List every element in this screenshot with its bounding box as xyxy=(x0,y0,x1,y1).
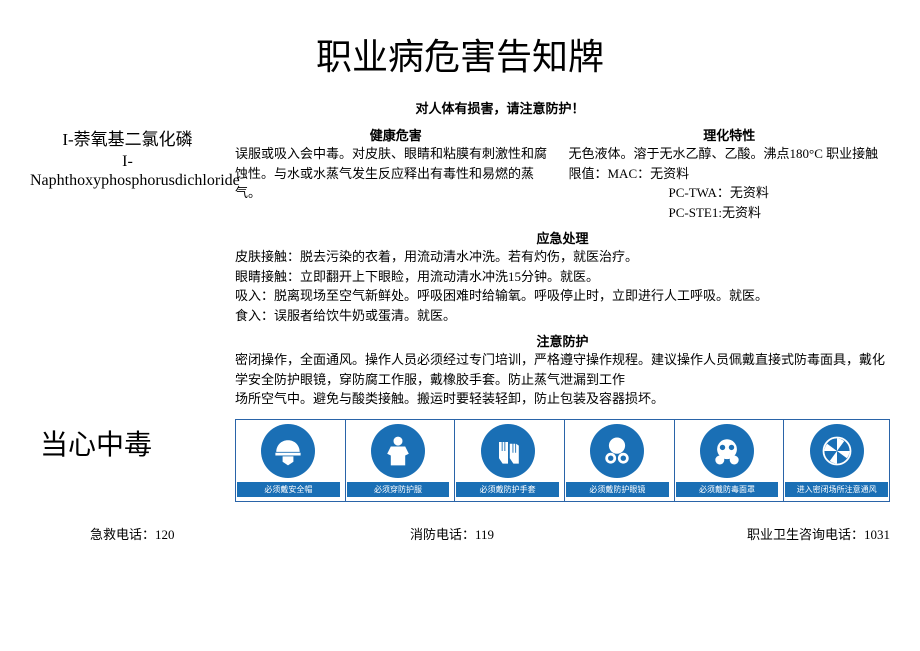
protection-heading: 注意防护 xyxy=(235,331,890,350)
icon-label-suit: 必须穿防护服 xyxy=(347,484,450,495)
protection-body: 密闭操作，全面通风。操作人员必须经过专门培训，严格遵守操作规程。建议操作人员佩戴… xyxy=(235,350,890,389)
icon-label-goggles: 必须戴防护眼镜 xyxy=(566,484,669,495)
icon-cell-mask: 必须戴防毒面罩 xyxy=(674,420,780,501)
emergency-line4: 食入：误服者给饮牛奶或蛋清。就医。 xyxy=(235,306,890,326)
footer-emergency: 急救电话：120 xyxy=(30,524,410,543)
emergency-line1: 皮肤接触：脱去污染的衣着，用流动清水冲洗。若有灼伤，就医治疗。 xyxy=(235,247,890,267)
phys-line3: PC-STE1:无资料 xyxy=(569,203,891,223)
icon-cell-helmet: 必须戴安全帽 xyxy=(236,420,341,501)
health-column: 健康危害 误服或吸入会中毒。对皮肤、眼睛和粘膜有刺激性和腐蚀性。与水或水蒸气发生… xyxy=(235,125,557,222)
icon-cell-gloves: 必须戴防护手套 xyxy=(454,420,560,501)
protection-body2: 场所空气中。避免与酸类接触。搬运时要轻装轻卸，防止包装及容器损坏。 xyxy=(235,389,890,409)
chemical-name-en: I-Naphthoxyphosphorusdichloride xyxy=(30,152,225,190)
emergency-line3: 吸入：脱离现场至空气新鲜处。呼吸困难时给输氧。呼吸停止时，立即进行人工呼吸。就医… xyxy=(235,286,890,306)
emergency-line2: 眼睛接触：立即翻开上下眼睑，用流动清水冲洗15分钟。就医。 xyxy=(235,267,890,287)
left-panel: I-萘氧基二氯化磷 I-Naphthoxyphosphorusdichlorid… xyxy=(30,125,225,389)
goggles-icon xyxy=(590,424,644,478)
footer-occ: 职业卫生咨询电话：1031 xyxy=(670,524,890,543)
footer-fire: 消防电话：119 xyxy=(410,524,670,543)
warning-line: 对人体有损害，请注意防护！ xyxy=(110,98,890,117)
icon-label-mask: 必须戴防毒面罩 xyxy=(676,484,779,495)
mask-icon xyxy=(700,424,754,478)
icon-label-helmet: 必须戴安全帽 xyxy=(237,484,340,495)
ventilation-icon xyxy=(810,424,864,478)
safety-icons-row: 必须戴安全帽 必须穿防护服 必须戴防护手套 必须戴防护眼镜 xyxy=(235,419,890,502)
emergency-heading: 应急处理 xyxy=(235,228,890,247)
phys-line2: PC-TWA：无资料 xyxy=(569,183,891,203)
icon-label-gloves: 必须戴防护手套 xyxy=(456,484,559,495)
page-title: 职业病危害告知牌 xyxy=(30,28,890,80)
icon-cell-suit: 必须穿防护服 xyxy=(345,420,451,501)
health-body: 误服或吸入会中毒。对皮肤、眼睛和粘膜有刺激性和腐蚀性。与水或水蒸气发生反应释出有… xyxy=(235,144,557,203)
phys-heading: 理化特性 xyxy=(569,125,891,144)
warn-panel: 当心中毒 xyxy=(30,413,225,502)
main-layout: I-萘氧基二氯化磷 I-Naphthoxyphosphorusdichlorid… xyxy=(30,125,890,389)
top-columns: 健康危害 误服或吸入会中毒。对皮肤、眼睛和粘膜有刺激性和腐蚀性。与水或水蒸气发生… xyxy=(235,125,890,222)
icon-label-vent: 进入密闭场所注意通风 xyxy=(785,484,888,495)
phys-column: 理化特性 无色液体。溶于无水乙醇、乙酸。沸点180°C 职业接触限值：MAC：无… xyxy=(569,125,891,222)
health-heading: 健康危害 xyxy=(235,125,557,144)
icon-cell-goggles: 必须戴防护眼镜 xyxy=(564,420,670,501)
footer-row: 急救电话：120 消防电话：119 职业卫生咨询电话：1031 xyxy=(30,524,890,543)
bottom-layout: 当心中毒 必须戴安全帽 必须穿防护服 必须戴防护手套 xyxy=(30,413,890,502)
icons-panel: 必须戴安全帽 必须穿防护服 必须戴防护手套 必须戴防护眼镜 xyxy=(235,413,890,502)
gloves-icon xyxy=(481,424,535,478)
warn-big-text: 当心中毒 xyxy=(40,423,225,463)
helmet-icon xyxy=(261,424,315,478)
right-panel: 健康危害 误服或吸入会中毒。对皮肤、眼睛和粘膜有刺激性和腐蚀性。与水或水蒸气发生… xyxy=(235,125,890,389)
suit-icon xyxy=(371,424,425,478)
chemical-name-cn: I-萘氧基二氯化磷 xyxy=(30,125,225,150)
icon-cell-vent: 进入密闭场所注意通风 xyxy=(783,420,889,501)
phys-body: 无色液体。溶于无水乙醇、乙酸。沸点180°C 职业接触限值：MAC：无资料 xyxy=(569,144,891,183)
